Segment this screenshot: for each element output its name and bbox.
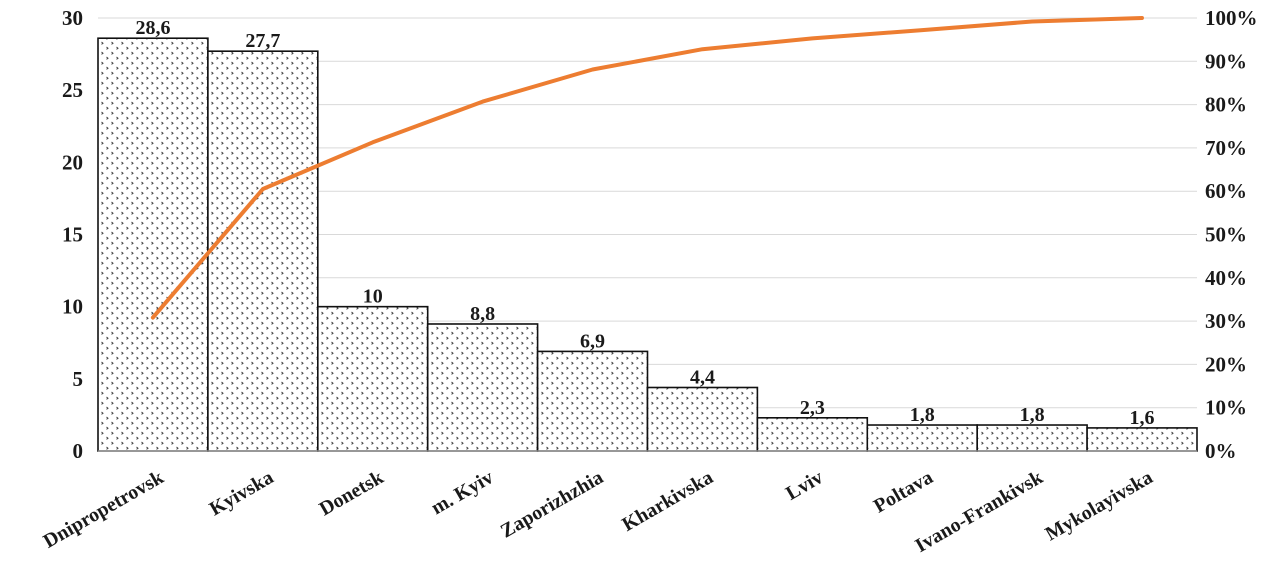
bar-ivano-frankivsk [976,424,1088,452]
bar-kharkivska [646,386,759,452]
data-label: 27,7 [245,30,280,52]
y-tick-label: 5 [73,367,84,391]
category-label: Poltava [870,466,937,517]
y2-tick-label: 0% [1205,439,1237,463]
y-tick-label: 0 [73,439,84,463]
data-label: 8,8 [470,303,495,325]
y2-tick-label: 10% [1205,396,1247,420]
y2-tick-label: 100% [1205,6,1258,30]
y2-tick-label: 50% [1205,223,1247,247]
category-label: Zaporizhzhia [497,466,607,542]
y2-tick-label: 30% [1205,309,1247,333]
category-label: Kyivska [206,466,278,520]
bar-zaporizhzhia [536,350,649,452]
y2-axis-ticks: 0% 10% 20% 30% 40% 50% 60% 70% 80% 90% 100% [1205,6,1258,463]
bar-m-kyiv [426,323,539,452]
category-label: Donetsk [316,466,388,520]
bar-poltava [866,424,978,452]
data-label: 2,3 [800,397,825,419]
y2-tick-label: 90% [1205,49,1247,73]
y2-tick-label: 20% [1205,352,1247,376]
cumulative-line-group [150,16,1144,320]
category-label: Mykolayivska [1042,466,1157,545]
bar-kyivska [207,50,319,452]
data-label: 4,4 [690,366,715,388]
category-label: m. Kyiv [427,466,497,519]
y-tick-label: 25 [62,78,83,102]
bar-dnipropetrovsk [97,37,209,452]
y-axis-ticks: 0 5 10 15 20 25 30 [62,6,83,463]
y2-tick-label: 70% [1205,136,1247,160]
bar-mykolayivska [1086,427,1198,452]
category-label: Kharkivska [618,466,717,536]
data-label: 28,6 [135,17,170,39]
bars [97,37,1198,452]
bar-donetsk [316,305,429,452]
cumulative-percent-line [150,16,1144,320]
bar-lviv [756,417,869,452]
data-label: 1,8 [910,404,935,426]
y-tick-label: 20 [62,150,83,174]
category-label: Dnipropetrovsk [40,466,169,553]
data-label: 10 [363,286,383,308]
y2-tick-label: 80% [1205,93,1247,117]
y-tick-label: 10 [62,295,83,319]
data-label: 6,9 [580,330,605,352]
category-labels: Dnipropetrovsk Kyivska Donetsk m. Kyiv Zapor… [40,466,1157,557]
data-labels: 28,6 27,7 10 8,8 6,9 4,4 2,3 1,8 1,8 1,6 [135,17,1154,429]
category-label: Lviv [782,466,827,505]
data-label: 1,6 [1130,407,1155,429]
y-tick-label: 15 [62,223,83,247]
y2-tick-label: 60% [1205,179,1247,203]
y2-tick-label: 40% [1205,266,1247,290]
y-tick-label: 30 [62,6,83,30]
data-label: 1,8 [1020,404,1045,426]
